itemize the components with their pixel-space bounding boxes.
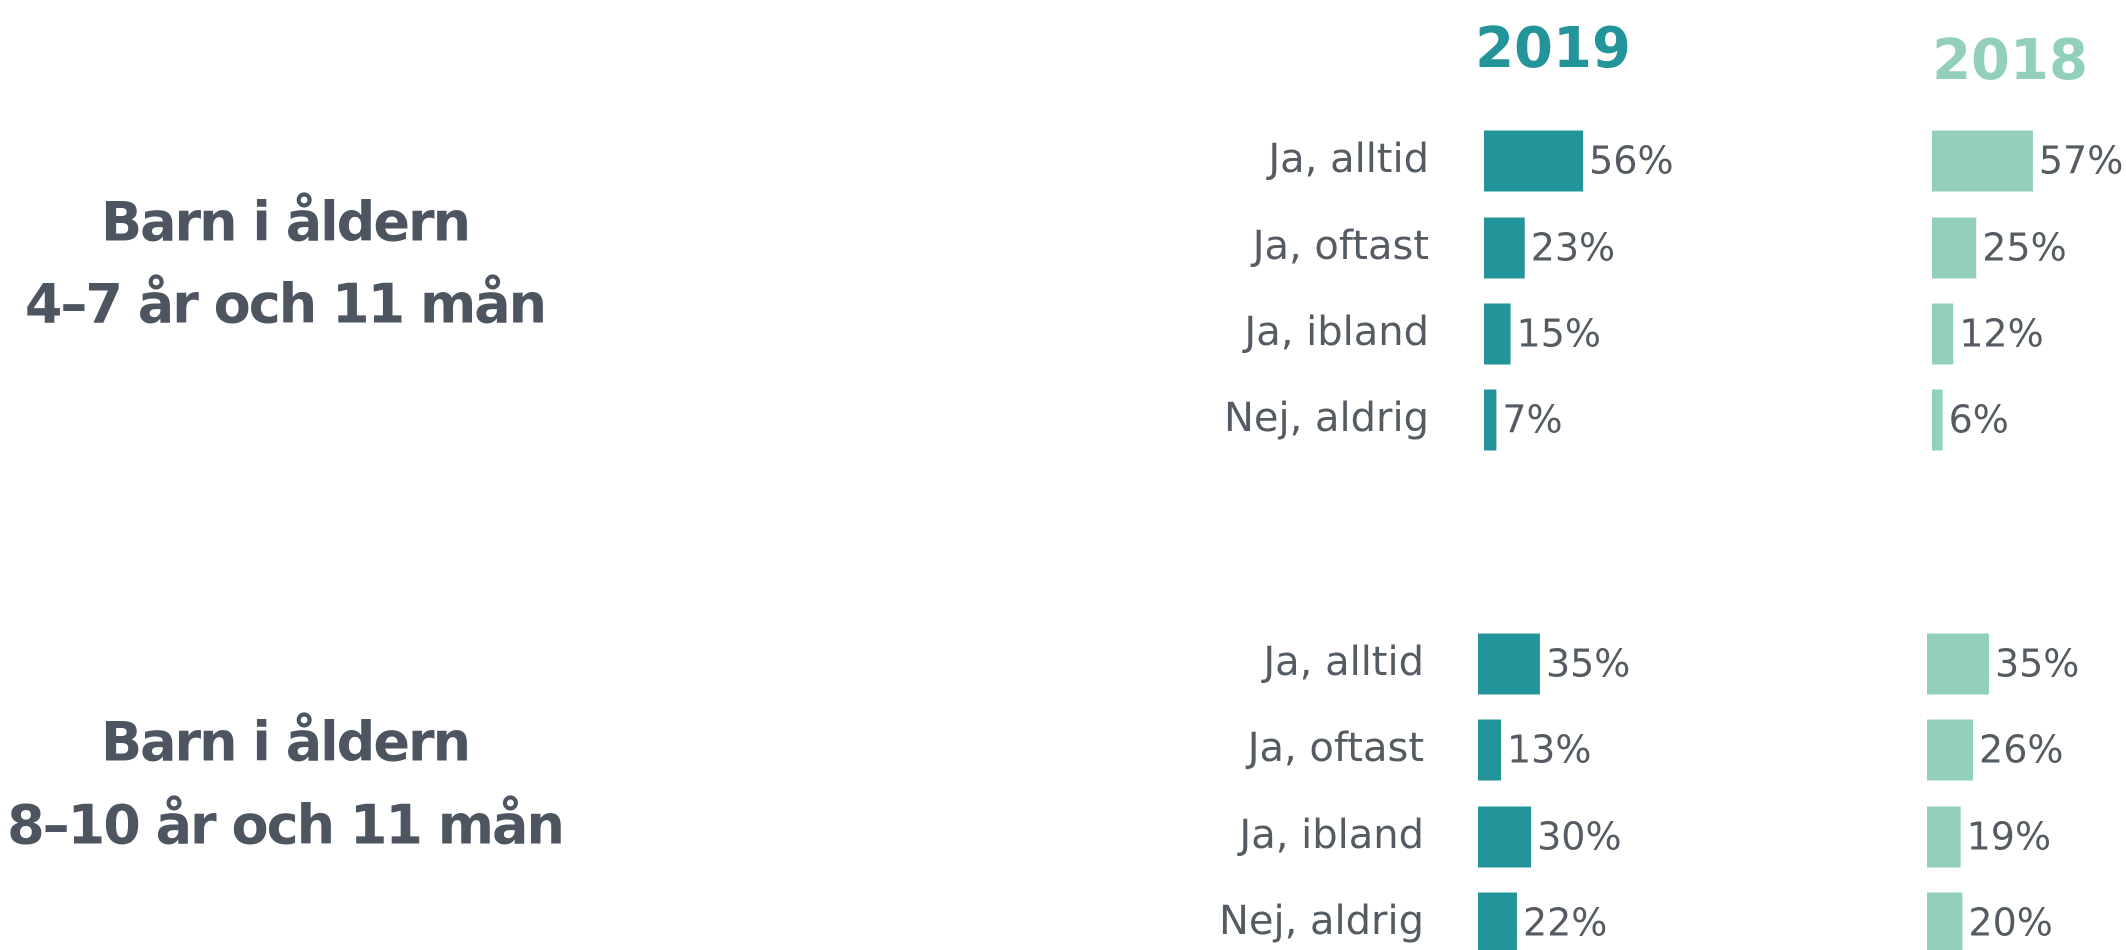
value-label: 56% <box>1589 139 1673 183</box>
value-label: 23% <box>1531 226 1615 270</box>
category-label: Ja, ibland <box>1241 309 1429 355</box>
value-label: 15% <box>1517 312 1601 356</box>
bar <box>1927 892 1963 950</box>
value-label: 22% <box>1523 901 1607 945</box>
bar <box>1484 217 1525 279</box>
value-label: 57% <box>2039 139 2123 183</box>
value-label: 26% <box>1979 728 2063 772</box>
group-title: 8–10 år och 11 mån <box>7 794 563 857</box>
group-title: Barn i åldern <box>101 711 469 774</box>
category-label: Nej, aldrig <box>1219 898 1424 944</box>
bar <box>1927 806 1961 868</box>
group-title: Barn i åldern <box>101 191 469 254</box>
bar <box>1932 130 2033 192</box>
bar <box>1478 806 1532 868</box>
value-label: 35% <box>1995 642 2079 686</box>
group-title: 4–7 år och 11 mån <box>25 273 545 336</box>
category-label: Nej, aldrig <box>1224 395 1429 441</box>
bar <box>1932 303 1954 365</box>
value-label: 20% <box>1968 901 2052 945</box>
bar <box>1932 389 1943 451</box>
value-label: 7% <box>1502 398 1562 442</box>
value-label: 13% <box>1507 728 1591 772</box>
bar <box>1484 303 1511 365</box>
value-label: 19% <box>1967 815 2051 859</box>
category-label: Ja, alltid <box>1265 136 1429 182</box>
value-label: 35% <box>1546 642 1630 686</box>
category-label: Ja, oftast <box>1245 725 1424 771</box>
value-label: 12% <box>1959 312 2043 356</box>
column-header: 2019 <box>1475 16 1631 81</box>
bar <box>1932 217 1977 279</box>
bar <box>1927 633 1989 695</box>
value-label: 25% <box>1982 226 2066 270</box>
bar <box>1484 389 1497 451</box>
bar <box>1478 719 1502 781</box>
bar <box>1484 130 1584 192</box>
bar <box>1927 719 1974 781</box>
bar <box>1478 892 1517 950</box>
value-label: 6% <box>1949 398 2009 442</box>
value-label: 30% <box>1537 815 1621 859</box>
category-label: Ja, oftast <box>1250 223 1429 269</box>
category-label: Ja, alltid <box>1260 639 1424 685</box>
column-header: 2018 <box>1932 28 2088 93</box>
bar <box>1478 633 1540 695</box>
category-label: Ja, ibland <box>1236 812 1424 858</box>
